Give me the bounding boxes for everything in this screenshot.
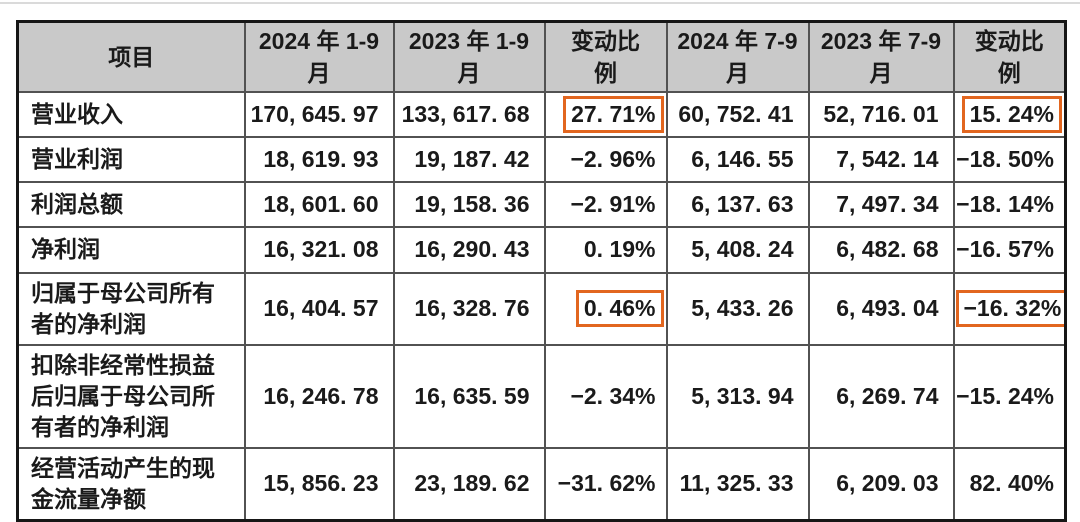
value-cell: 133, 617. 68	[392, 90, 546, 138]
table-row-operating-revenue: 营业收入 170, 645. 97 133, 617. 68 27. 71% 6…	[16, 90, 1067, 138]
header-line: 月	[869, 59, 893, 86]
value-cell: 7, 542. 14	[807, 135, 955, 183]
column-header-2023-7-9: 2023 年 7-9 月	[807, 20, 955, 93]
header-line: 变动比	[974, 27, 1044, 54]
header-row: 项目 2024 年 1-9 月 2023 年 1-9 月 变动比 例 2024 …	[16, 20, 1067, 93]
value-cell: 6, 269. 74	[807, 343, 955, 449]
highlight-box: 15. 24%	[961, 95, 1062, 133]
pct-cell: −15. 24%	[952, 343, 1067, 449]
column-header-change-ratio-2: 变动比 例	[952, 20, 1067, 93]
column-header-change-ratio-1: 变动比 例	[543, 20, 668, 93]
row-label: 利润总额	[16, 180, 246, 228]
header-line: 例	[594, 59, 617, 86]
row-label: 归属于母公司所有者的净利润	[16, 271, 246, 346]
pct-cell: 15. 24%	[952, 90, 1067, 138]
row-label: 营业利润	[16, 135, 246, 183]
column-header-item: 项目	[16, 20, 246, 93]
value-cell: 6, 137. 63	[665, 180, 810, 228]
value-cell: 16, 404. 57	[243, 271, 395, 346]
value-cell: 5, 313. 94	[665, 343, 810, 449]
value-cell: 15, 856. 23	[243, 446, 395, 521]
value-cell: 18, 619. 93	[243, 135, 395, 183]
column-header-2024-7-9: 2024 年 7-9 月	[665, 20, 810, 93]
row-label: 经营活动产生的现金流量净额	[16, 446, 246, 521]
pct-cell: −31. 62%	[543, 446, 668, 521]
value-cell: 19, 158. 36	[392, 180, 546, 228]
table-row-net-profit-excluding-nonrecurring: 扣除非经常性损益后归属于母公司所有者的净利润 16, 246. 78 16, 6…	[16, 343, 1067, 449]
table-row-operating-cash-flow: 经营活动产生的现金流量净额 15, 856. 23 23, 189. 62 −3…	[16, 446, 1067, 521]
value-cell: 5, 408. 24	[665, 225, 810, 274]
pct-cell: −2. 91%	[543, 180, 668, 228]
header-line: 项目	[108, 43, 155, 70]
table-row-operating-profit: 营业利润 18, 619. 93 19, 187. 42 −2. 96% 6, …	[16, 135, 1067, 183]
header-line: 月	[457, 59, 481, 86]
value-cell: 7, 497. 34	[807, 180, 955, 228]
pct-cell: −2. 34%	[543, 343, 668, 449]
row-label: 扣除非经常性损益后归属于母公司所有者的净利润	[16, 343, 246, 449]
value-cell: 18, 601. 60	[243, 180, 395, 228]
pct-cell: 27. 71%	[543, 90, 668, 138]
pct-cell: −16. 57%	[952, 225, 1067, 274]
header-line: 变动比	[571, 27, 640, 54]
value-cell: 16, 321. 08	[243, 225, 395, 274]
pct-cell: 0. 46%	[543, 271, 668, 346]
header-line: 2023 年 1-9	[408, 27, 530, 54]
header-line: 2023 年 7-9	[820, 27, 942, 54]
highlight-box: −16. 32%	[955, 290, 1064, 327]
value-cell: 23, 189. 62	[392, 446, 546, 521]
top-edge-artifact	[0, 2, 1080, 4]
value-cell: 16, 635. 59	[392, 343, 546, 449]
value-cell: 5, 433. 26	[665, 271, 810, 346]
header-line: 2024 年 1-9	[258, 27, 380, 54]
pct-cell: −2. 96%	[543, 135, 668, 183]
row-label: 营业收入	[16, 90, 246, 138]
pct-cell: −18. 50%	[952, 135, 1067, 183]
value-cell: 52, 716. 01	[807, 90, 955, 138]
header-line: 2024 年 7-9	[677, 27, 798, 54]
value-cell: 6, 209. 03	[807, 446, 955, 521]
value-cell: 170, 645. 97	[243, 90, 395, 138]
highlight-box: 27. 71%	[563, 95, 664, 133]
value-cell: 60, 752. 41	[665, 90, 810, 138]
column-header-2023-1-9: 2023 年 1-9 月	[392, 20, 546, 93]
value-cell: 19, 187. 42	[392, 135, 546, 183]
value-cell: 6, 482. 68	[807, 225, 955, 274]
pct-cell: 82. 40%	[952, 446, 1067, 521]
header-line: 月	[726, 59, 749, 86]
column-header-2024-1-9: 2024 年 1-9 月	[243, 20, 395, 93]
value-cell: 6, 146. 55	[665, 135, 810, 183]
value-cell: 16, 328. 76	[392, 271, 546, 346]
value-cell: 11, 325. 33	[665, 446, 810, 521]
table-row-net-profit: 净利润 16, 321. 08 16, 290. 43 0. 19% 5, 40…	[16, 225, 1067, 274]
header-line: 例	[997, 59, 1021, 86]
value-cell: 16, 246. 78	[243, 343, 395, 449]
table-row-net-profit-attributable-to-parent: 归属于母公司所有者的净利润 16, 404. 57 16, 328. 76 0.…	[16, 271, 1067, 346]
table-row-total-profit: 利润总额 18, 601. 60 19, 158. 36 −2. 91% 6, …	[16, 180, 1067, 228]
value-cell: 16, 290. 43	[392, 225, 546, 274]
highlight-box: 0. 46%	[575, 290, 664, 327]
value-cell: 6, 493. 04	[807, 271, 955, 346]
header-line: 月	[307, 59, 331, 86]
pct-cell: −16. 32%	[952, 271, 1067, 346]
row-label: 净利润	[16, 225, 246, 274]
pct-cell: 0. 19%	[543, 225, 668, 274]
financial-summary-table: 项目 2024 年 1-9 月 2023 年 1-9 月 变动比 例 2024 …	[16, 20, 1067, 522]
pct-cell: −18. 14%	[952, 180, 1067, 228]
